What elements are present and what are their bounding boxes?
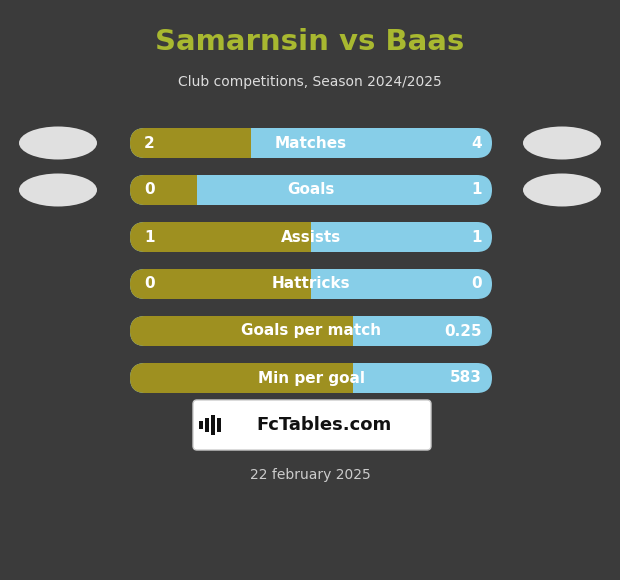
FancyBboxPatch shape (130, 269, 311, 299)
Text: 4: 4 (471, 136, 482, 150)
Text: Club competitions, Season 2024/2025: Club competitions, Season 2024/2025 (178, 75, 442, 89)
Text: Matches: Matches (275, 136, 347, 150)
Text: 2: 2 (144, 136, 155, 150)
Ellipse shape (19, 126, 97, 160)
Text: 0: 0 (144, 183, 154, 198)
Ellipse shape (523, 126, 601, 160)
Text: FcTables.com: FcTables.com (257, 416, 392, 434)
Bar (211, 415, 215, 435)
Text: 0: 0 (144, 277, 154, 292)
Bar (199, 421, 203, 429)
Text: Min per goal: Min per goal (257, 371, 365, 386)
Bar (296, 222, 311, 252)
Ellipse shape (19, 173, 97, 206)
FancyBboxPatch shape (130, 128, 492, 158)
FancyBboxPatch shape (130, 128, 250, 158)
Bar (205, 418, 209, 432)
Bar (236, 128, 250, 158)
Bar (182, 175, 197, 205)
Text: Goals: Goals (287, 183, 335, 198)
Text: Samarnsin vs Baas: Samarnsin vs Baas (156, 28, 464, 56)
Text: 0: 0 (471, 277, 482, 292)
Text: 22 february 2025: 22 february 2025 (250, 468, 370, 482)
Text: 1: 1 (471, 230, 482, 245)
FancyBboxPatch shape (193, 400, 431, 450)
FancyBboxPatch shape (130, 222, 311, 252)
FancyBboxPatch shape (130, 316, 492, 346)
Ellipse shape (523, 173, 601, 206)
Text: Assists: Assists (281, 230, 341, 245)
Text: 0.25: 0.25 (445, 324, 482, 339)
Bar (338, 363, 353, 393)
FancyBboxPatch shape (130, 363, 353, 393)
FancyBboxPatch shape (130, 222, 492, 252)
Text: Hattricks: Hattricks (272, 277, 350, 292)
Bar (217, 418, 221, 432)
Text: 1: 1 (144, 230, 154, 245)
FancyBboxPatch shape (130, 269, 492, 299)
FancyBboxPatch shape (130, 363, 492, 393)
Bar (338, 316, 353, 346)
Bar (296, 269, 311, 299)
FancyBboxPatch shape (130, 175, 492, 205)
FancyBboxPatch shape (130, 175, 197, 205)
Text: Goals per match: Goals per match (241, 324, 381, 339)
Text: 583: 583 (450, 371, 482, 386)
Text: 1: 1 (471, 183, 482, 198)
FancyBboxPatch shape (130, 316, 353, 346)
